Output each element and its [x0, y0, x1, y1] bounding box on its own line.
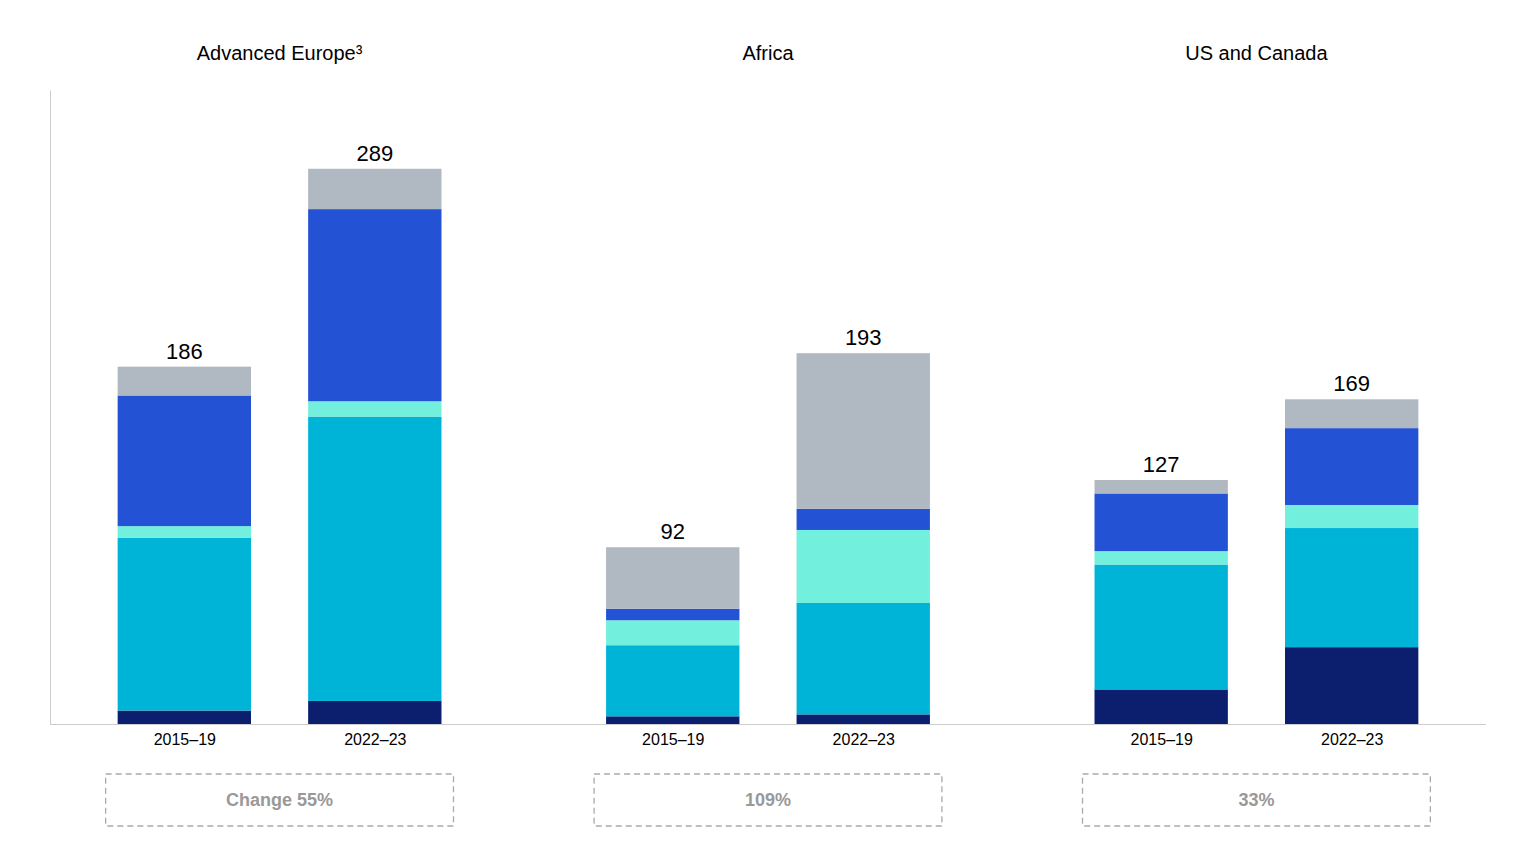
total-label: 186 — [166, 339, 203, 364]
x-tick: 2015–19 — [154, 731, 216, 748]
bar-segment — [1285, 399, 1418, 428]
annotation: Change 55% — [226, 790, 333, 810]
bar-segment — [797, 509, 930, 530]
total-label: 193 — [845, 325, 882, 350]
segment-layer — [118, 417, 1419, 717]
x-tick-label: 2022–23 — [1321, 731, 1383, 748]
x-tick: 2022–23 — [833, 731, 895, 748]
x-tick-label: 2022–23 — [344, 731, 406, 748]
x-axis-line — [50, 724, 1486, 725]
bar-segment — [308, 701, 441, 724]
bar-segment — [1285, 528, 1418, 647]
bar-segment — [308, 169, 441, 209]
chart: 2015–19 2022–23 2015–19 2022–23 2015–19 2022–… — [0, 0, 1536, 864]
segment-layer — [118, 209, 1419, 620]
group-title: Advanced Europe³ — [197, 42, 363, 64]
bar-segment — [797, 603, 930, 714]
bar-segment — [1285, 647, 1418, 724]
bar-segment — [797, 353, 930, 509]
bar-segment — [797, 530, 930, 603]
segment-layer — [118, 169, 1419, 609]
bar-segment — [606, 547, 739, 608]
group-title: Africa — [742, 42, 794, 64]
y-axis-line — [50, 91, 51, 725]
bar-segment — [1285, 428, 1418, 505]
x-axis: 2015–19 2022–23 2015–19 2022–23 2015–19 2022–… — [50, 725, 1486, 749]
x-tick-label: 2015–19 — [642, 731, 704, 748]
bar-segment — [118, 538, 251, 711]
x-tick-label: 2015–19 — [154, 731, 216, 748]
total-label: 289 — [356, 141, 393, 166]
bar-segment — [1285, 505, 1418, 528]
bar-segment — [606, 620, 739, 645]
bar-segment — [308, 417, 441, 701]
annotation: 109% — [745, 790, 791, 810]
bar-segment — [606, 645, 739, 716]
x-tick: 2022–23 — [344, 731, 406, 748]
y-axis — [50, 91, 51, 725]
bar-segment — [308, 401, 441, 416]
bars — [118, 169, 1419, 724]
bar-segment — [1095, 480, 1228, 493]
group-annotations: Change 55% 109% 33% — [106, 774, 1431, 826]
segment-layer — [118, 401, 1419, 645]
totals: 186 289 92 193 127 169 — [166, 141, 1370, 544]
plot: 2015–19 2022–23 2015–19 2022–23 2015–19 2022–… — [50, 42, 1486, 826]
group-titles: Advanced Europe³ Africa US and Canada — [197, 42, 1329, 64]
x-tick: 2022–23 — [1321, 731, 1383, 748]
bar-segment — [118, 526, 251, 538]
bar-segment — [118, 711, 251, 724]
bar-segment — [1095, 689, 1228, 724]
bar-segment — [606, 609, 739, 621]
x-tick: 2015–19 — [1131, 731, 1193, 748]
bar-segment — [1095, 551, 1228, 564]
x-tick: 2015–19 — [642, 731, 704, 748]
annotation: 33% — [1238, 790, 1274, 810]
bar-segment — [797, 714, 930, 724]
total-label: 127 — [1143, 452, 1180, 477]
bar-segment — [1095, 493, 1228, 551]
total-label: 92 — [661, 519, 685, 544]
annotation-box — [106, 774, 454, 826]
bar-segment — [308, 209, 441, 401]
annotation-box — [1083, 774, 1431, 826]
total-label: 169 — [1333, 371, 1370, 396]
annotation-box — [594, 774, 942, 826]
bar-segment — [606, 716, 739, 724]
x-tick-label: 2015–19 — [1131, 731, 1193, 748]
bar-segment — [1095, 565, 1228, 690]
x-tick-label: 2022–23 — [833, 731, 895, 748]
bar-segment — [118, 395, 251, 526]
group-title: US and Canada — [1185, 42, 1328, 64]
bar-segment — [118, 367, 251, 396]
